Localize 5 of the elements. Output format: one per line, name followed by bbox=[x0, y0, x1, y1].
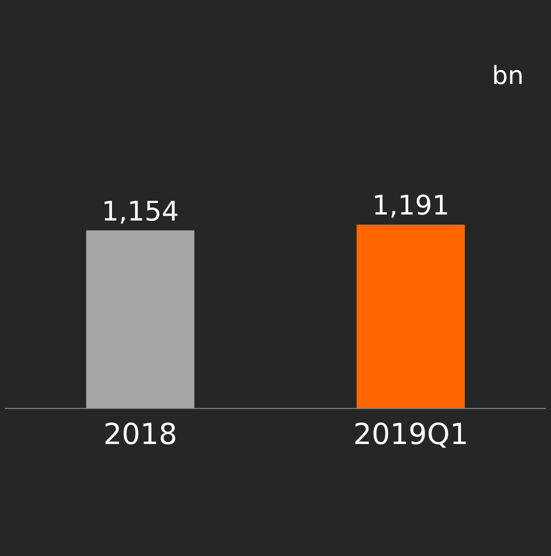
text: bn bbox=[492, 61, 524, 90]
x-tick-label: 2019Q1 bbox=[353, 416, 468, 451]
data-label: 1,154 bbox=[102, 196, 179, 228]
data-label: 1,191 bbox=[372, 190, 450, 222]
x-tick-label: 2018 bbox=[103, 416, 178, 451]
